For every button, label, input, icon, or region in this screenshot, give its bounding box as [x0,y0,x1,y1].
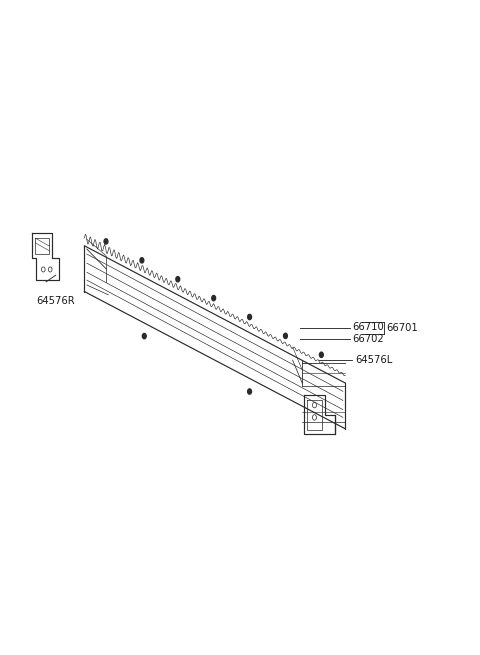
Text: 66702: 66702 [352,333,384,344]
Circle shape [176,276,180,282]
Circle shape [104,239,108,244]
Circle shape [212,295,216,301]
Circle shape [143,333,146,339]
Circle shape [248,389,252,394]
Text: 66701: 66701 [386,323,418,333]
Circle shape [320,352,323,358]
Circle shape [248,314,252,320]
Circle shape [284,333,288,339]
Text: 66710: 66710 [352,322,384,333]
Text: 64576R: 64576R [36,296,75,306]
Circle shape [140,257,144,263]
Text: 64576L: 64576L [355,355,392,365]
